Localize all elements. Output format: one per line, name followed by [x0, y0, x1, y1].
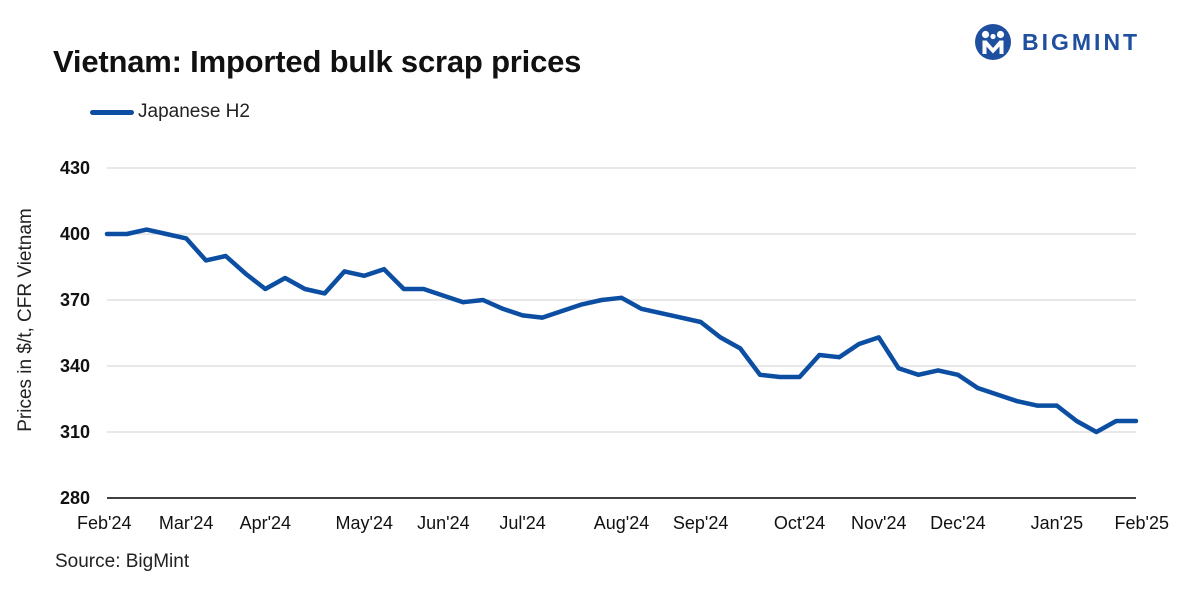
data-point — [302, 287, 307, 291]
y-tick-label: 430 — [60, 158, 90, 178]
x-tick-label: Oct'24 — [774, 513, 825, 533]
bigmint-logo: BIGMINT — [974, 22, 1140, 62]
gridlines — [107, 167, 1136, 433]
data-point — [322, 291, 327, 296]
legend-label: Japanese H2 — [138, 101, 250, 122]
data-point — [876, 335, 881, 340]
x-tick-label: Dec'24 — [930, 513, 985, 533]
data-point — [263, 287, 268, 291]
data-point — [579, 302, 584, 307]
data-point — [995, 392, 1000, 397]
data-point — [421, 287, 426, 291]
data-point — [223, 254, 228, 258]
data-point — [520, 313, 525, 318]
x-tick-label: Mar'24 — [159, 513, 213, 533]
data-point — [481, 298, 485, 302]
y-tick-label: 370 — [60, 290, 90, 310]
x-tick-label: Jan'25 — [1031, 513, 1083, 533]
data-point — [659, 311, 664, 316]
data-point — [243, 271, 248, 276]
data-point — [105, 232, 109, 236]
data-point — [342, 269, 347, 274]
data-points — [105, 227, 1138, 434]
y-axis-ticks: 430 400 370 340 310 280 — [60, 158, 90, 508]
data-point — [896, 366, 901, 371]
x-tick-label: May'24 — [336, 513, 393, 533]
series-line-japanese-h2 — [104, 227, 1139, 435]
source-note: Source: BigMint — [55, 551, 190, 572]
data-point — [1015, 399, 1020, 404]
data-point — [500, 306, 505, 311]
x-axis-ticks: Feb'24 Mar'24 Apr'24 May'24 Jun'24 Jul'24 Aug'… — [77, 513, 1169, 533]
data-point — [124, 232, 129, 236]
legend-swatch — [90, 109, 134, 115]
y-tick-label: 340 — [60, 356, 90, 376]
data-point — [441, 293, 446, 298]
data-point — [1035, 403, 1040, 408]
x-tick-label: Feb'24 — [77, 513, 131, 533]
data-point — [639, 306, 644, 311]
data-point — [837, 355, 842, 360]
data-point — [1074, 419, 1079, 423]
data-point — [203, 258, 208, 263]
x-tick-label: Nov'24 — [851, 513, 906, 533]
data-point — [1134, 419, 1138, 423]
data-point — [283, 276, 288, 280]
data-point — [619, 295, 624, 300]
data-point — [362, 273, 367, 278]
data-point — [382, 267, 386, 272]
chart-legend: Japanese H2 — [90, 101, 250, 123]
x-tick-label: Jul'24 — [499, 513, 545, 533]
data-point — [955, 372, 960, 377]
data-point — [184, 236, 189, 241]
brand-name: BIGMINT — [1022, 28, 1141, 55]
x-tick-label: Jun'24 — [417, 513, 469, 533]
data-point — [144, 227, 149, 232]
data-point — [1054, 403, 1059, 408]
data-point — [1114, 419, 1119, 423]
data-point — [599, 298, 604, 302]
x-tick-label: Feb'25 — [1115, 513, 1169, 533]
x-tick-label: Apr'24 — [240, 513, 291, 533]
data-point — [698, 320, 703, 324]
y-tick-label: 280 — [60, 488, 90, 508]
y-tick-label: 400 — [60, 224, 90, 244]
data-point — [758, 372, 762, 377]
data-point — [975, 386, 980, 390]
bigmint-logo-icon — [975, 24, 1011, 60]
data-point — [164, 232, 169, 236]
data-point — [857, 342, 861, 346]
data-point — [718, 335, 723, 340]
data-point — [678, 315, 683, 320]
x-tick-label: Sep'24 — [673, 513, 729, 533]
data-point — [540, 315, 545, 320]
data-point — [817, 353, 822, 357]
data-point — [1094, 430, 1099, 434]
data-point — [916, 372, 921, 377]
data-point — [461, 300, 466, 305]
x-tick-label: Aug'24 — [594, 513, 650, 533]
data-point — [401, 287, 406, 291]
y-tick-label: 310 — [60, 422, 90, 442]
data-point — [777, 375, 782, 379]
chart-title: Vietnam: Imported bulk scrap prices — [53, 44, 582, 79]
data-point — [797, 375, 802, 379]
data-point — [560, 309, 565, 313]
data-point — [936, 368, 941, 373]
data-point — [738, 346, 743, 351]
